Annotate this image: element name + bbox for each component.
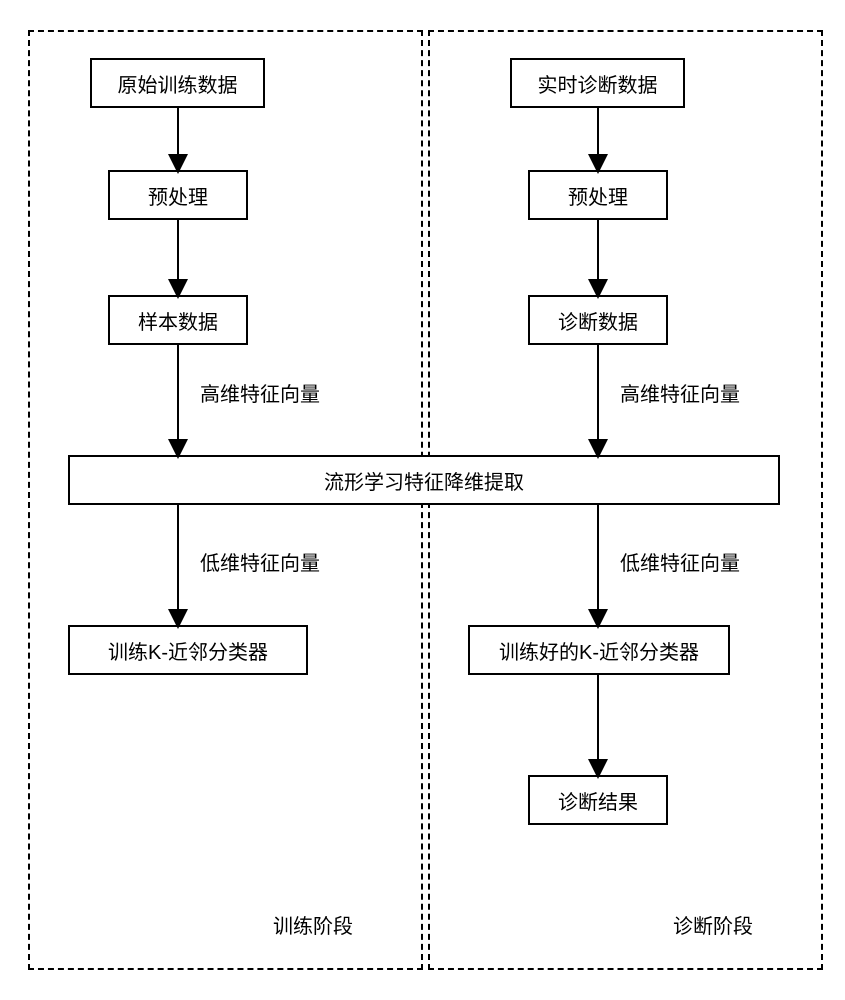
trained-knn-box: 训练好的K-近邻分类器	[468, 625, 730, 675]
box-label: 训练好的K-近邻分类器	[499, 636, 699, 665]
preprocess-train-box: 预处理	[108, 170, 248, 220]
diag-data-box: 诊断数据	[528, 295, 668, 345]
edge-label-low-dim-diag: 低维特征向量	[620, 547, 740, 576]
box-label: 原始训练数据	[118, 69, 238, 98]
box-label: 预处理	[148, 181, 208, 210]
box-label: 流形学习特征降维提取	[324, 466, 524, 495]
box-label: 诊断结果	[558, 786, 638, 815]
manifold-learning-box: 流形学习特征降维提取	[68, 455, 780, 505]
raw-training-data-box: 原始训练数据	[90, 58, 265, 108]
box-label: 样本数据	[138, 306, 218, 335]
edge-label-high-dim-train: 高维特征向量	[200, 378, 320, 407]
train-knn-box: 训练K-近邻分类器	[68, 625, 308, 675]
box-label: 训练K-近邻分类器	[108, 636, 268, 665]
box-label: 诊断数据	[558, 306, 638, 335]
diag-result-box: 诊断结果	[528, 775, 668, 825]
sample-data-box: 样本数据	[108, 295, 248, 345]
diagnosis-phase-label: 诊断阶段	[673, 910, 753, 939]
box-label: 实时诊断数据	[538, 69, 658, 98]
edge-label-high-dim-diag: 高维特征向量	[620, 378, 740, 407]
box-label: 预处理	[568, 181, 628, 210]
realtime-diag-data-box: 实时诊断数据	[510, 58, 685, 108]
training-phase-label: 训练阶段	[273, 910, 353, 939]
preprocess-diag-box: 预处理	[528, 170, 668, 220]
edge-label-low-dim-train: 低维特征向量	[200, 547, 320, 576]
